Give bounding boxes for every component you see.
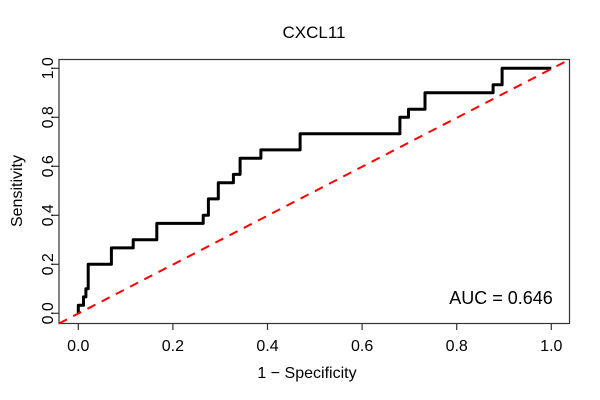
x-axis-tick-label: 0.6 [351, 338, 373, 355]
plot-box [58, 58, 571, 325]
y-axis-tick-label: 0.0 [40, 302, 57, 324]
y-axis-title: Sensitivity [9, 155, 26, 227]
x-axis-tick-label: 0.2 [162, 338, 184, 355]
series-group [58, 58, 570, 325]
reference-diagonal-line [58, 58, 570, 325]
y-axis-tick-label: 0.6 [40, 155, 57, 177]
x-axis-title: 1 − Specificity [257, 365, 356, 382]
y-axis-tick-label: 0.4 [40, 204, 57, 226]
y-axis-tick-label: 0.8 [40, 106, 57, 128]
y-axis: 0.0 0.2 0.4 0.6 0.8 1.0 [40, 57, 59, 324]
y-axis-tick-label: 0.2 [40, 253, 57, 275]
x-axis: 0.0 0.2 0.4 0.6 0.8 1.0 [67, 323, 563, 355]
roc-curve-line [76, 66, 552, 314]
x-axis-tick-label: 0.4 [256, 338, 278, 355]
x-axis-tick-label: 0.0 [67, 338, 89, 355]
chart-title: CXCL11 [283, 23, 346, 42]
x-axis-tick-label: 0.8 [446, 338, 468, 355]
auc-annotation: AUC = 0.646 [449, 288, 553, 308]
x-axis-tick-label: 1.0 [540, 338, 562, 355]
y-axis-tick-label: 1.0 [40, 57, 57, 79]
